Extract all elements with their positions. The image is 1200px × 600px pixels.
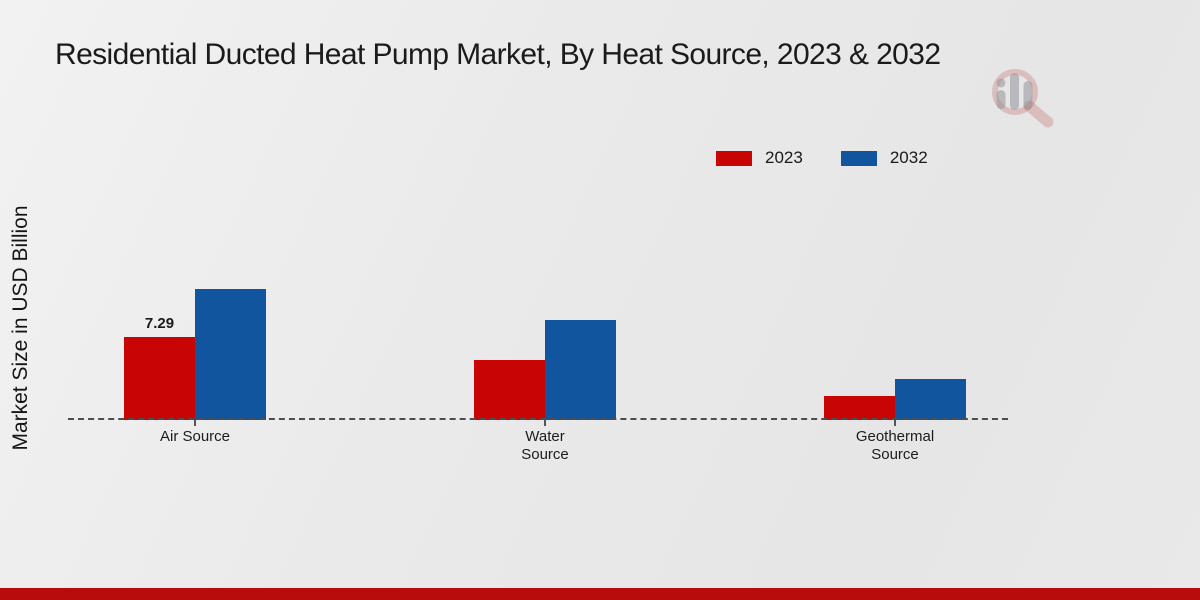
axis-tick-geothermal-source [894, 420, 896, 426]
zero-baseline [68, 418, 1008, 420]
legend-swatch-2023 [716, 150, 752, 166]
bar-2032-water-source [545, 320, 616, 420]
bar-2023-geothermal-source [824, 396, 895, 420]
legend-swatch-2032 [840, 150, 877, 166]
value-label-2023-air-source: 7.29 [144, 315, 175, 332]
axis-tick-water-source [544, 420, 546, 426]
bar-2023-water-source [474, 360, 545, 420]
legend-item-2023: 2023 [716, 148, 803, 168]
chart-title: Residential Ducted Heat Pump Market, By … [55, 38, 941, 71]
footer-accent-bar [0, 588, 1200, 600]
legend-label-2032: 2032 [889, 148, 928, 167]
legend-item-2032: 2032 [840, 148, 928, 168]
bar-2023-air-source [124, 337, 195, 420]
bar-2032-geothermal-source [895, 379, 966, 420]
legend-label-2023: 2023 [765, 148, 803, 167]
legend: 2023 2032 [716, 148, 928, 168]
bar-2032-air-source [195, 289, 266, 420]
category-label-geothermal-source: Geothermal Source [855, 428, 935, 463]
category-label-water-source: Water Source [521, 428, 569, 463]
brand-watermark-magnifier-icon [992, 69, 1054, 128]
axis-tick-air-source [194, 420, 196, 426]
category-label-air-source: Air Source [159, 428, 231, 445]
